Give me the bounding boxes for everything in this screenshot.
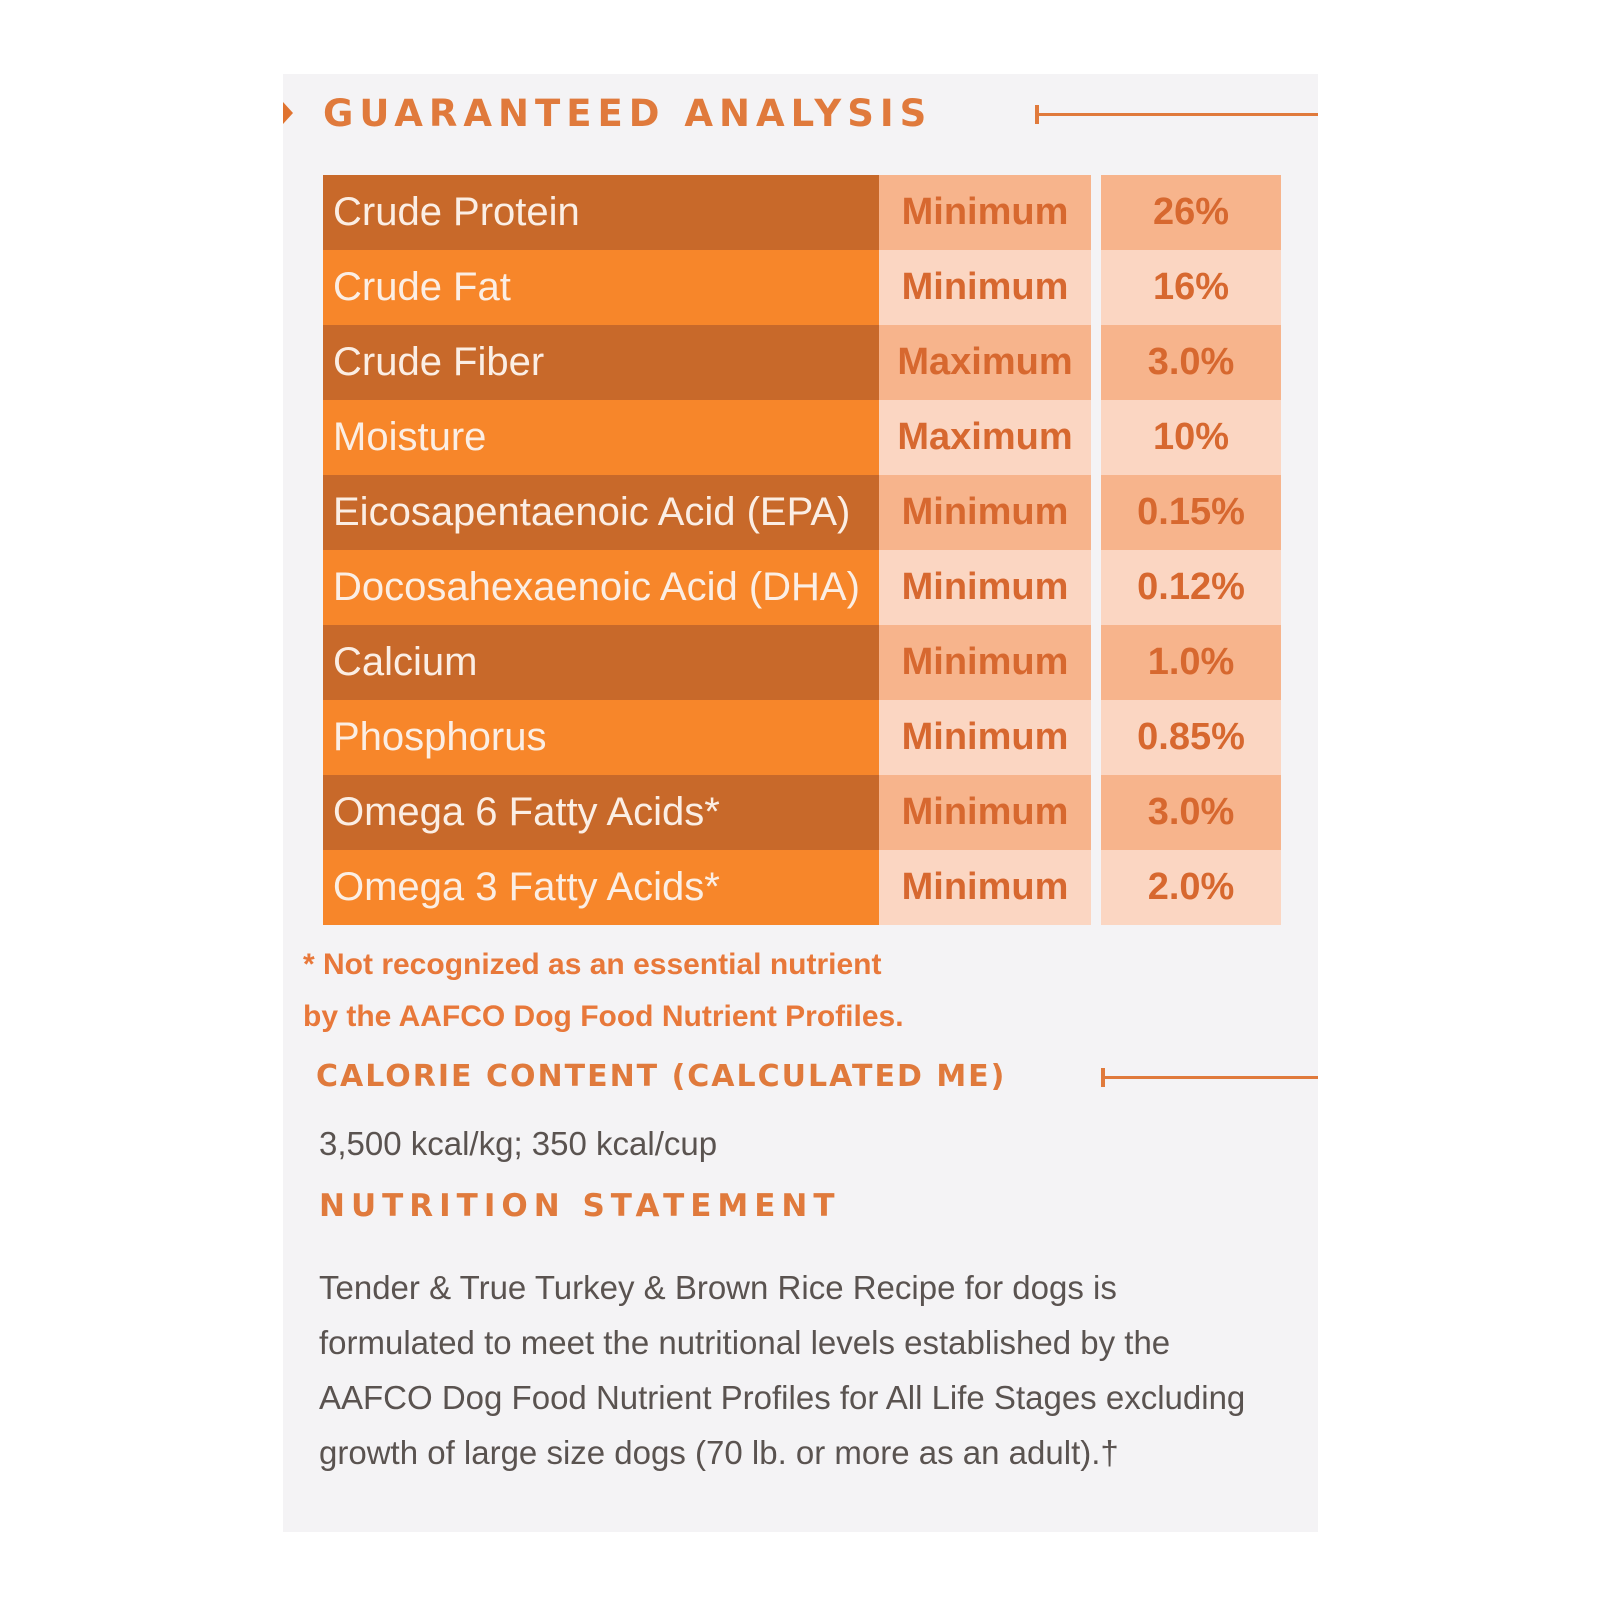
nutrition-statement-heading: NUTRITION STATEMENT xyxy=(319,1188,841,1224)
column-divider xyxy=(1091,700,1101,775)
nutrient-basis: Minimum xyxy=(879,700,1091,775)
table-row: Phosphorus Minimum 0.85% xyxy=(323,700,1281,775)
nutrient-basis: Minimum xyxy=(879,475,1091,550)
nutrient-basis: Minimum xyxy=(879,550,1091,625)
column-divider xyxy=(1091,475,1101,550)
calorie-content-value: 3,500 kcal/kg; 350 kcal/cup xyxy=(319,1125,718,1162)
heading-rule xyxy=(1101,1068,1318,1087)
table-row: Omega 3 Fatty Acids* Minimum 2.0% xyxy=(323,850,1281,925)
column-divider xyxy=(1091,775,1101,850)
table-row: Crude Fat Minimum 16% xyxy=(323,250,1281,325)
table-row: Calcium Minimum 1.0% xyxy=(323,625,1281,700)
nutrient-name: Phosphorus xyxy=(323,700,879,775)
arrow-marker-icon xyxy=(283,102,293,124)
table-row: Crude Protein Minimum 26% xyxy=(323,175,1281,250)
table-row: Docosahexaenoic Acid (DHA) Minimum 0.12% xyxy=(323,550,1281,625)
nutrient-basis: Maximum xyxy=(879,325,1091,400)
nutrient-value: 3.0% xyxy=(1101,325,1281,400)
nutrient-name: Docosahexaenoic Acid (DHA) xyxy=(323,550,879,625)
column-divider xyxy=(1091,400,1101,475)
column-divider xyxy=(1091,850,1101,925)
column-divider xyxy=(1091,325,1101,400)
column-divider xyxy=(1091,550,1101,625)
table-row: Crude Fiber Maximum 3.0% xyxy=(323,325,1281,400)
nutrient-name: Crude Protein xyxy=(323,175,879,250)
nutrient-basis: Minimum xyxy=(879,625,1091,700)
nutrition-statement-text: Tender & True Turkey & Brown Rice Recipe… xyxy=(319,1269,1246,1471)
nutrient-basis: Minimum xyxy=(879,250,1091,325)
calorie-content-heading: CALORIE CONTENT (CALCULATED ME) xyxy=(316,1059,1007,1094)
nutrient-basis: Maximum xyxy=(879,400,1091,475)
label-panel: GUARANTEED ANALYSIS Crude Protein Minimum… xyxy=(283,74,1318,1532)
nutrient-name: Crude Fat xyxy=(323,250,879,325)
nutrient-name: Omega 3 Fatty Acids* xyxy=(323,850,879,925)
table-row: Omega 6 Fatty Acids* Minimum 3.0% xyxy=(323,775,1281,850)
nutrient-name: Moisture xyxy=(323,400,879,475)
nutrient-basis: Minimum xyxy=(879,775,1091,850)
table-row: Eicosapentaenoic Acid (EPA) Minimum 0.15% xyxy=(323,475,1281,550)
nutrient-name: Omega 6 Fatty Acids* xyxy=(323,775,879,850)
guaranteed-analysis-table: Crude Protein Minimum 26% Crude Fat Minimum 1… xyxy=(323,175,1281,925)
nutrient-value: 2.0% xyxy=(1101,850,1281,925)
nutrient-name: Crude Fiber xyxy=(323,325,879,400)
nutrient-name: Calcium xyxy=(323,625,879,700)
column-divider xyxy=(1091,250,1101,325)
nutrient-name: Eicosapentaenoic Acid (EPA) xyxy=(323,475,879,550)
nutrient-value: 0.12% xyxy=(1101,550,1281,625)
nutrient-value: 16% xyxy=(1101,250,1281,325)
column-divider xyxy=(1091,175,1101,250)
nutrient-basis: Minimum xyxy=(879,850,1091,925)
guaranteed-analysis-heading: GUARANTEED ANALYSIS xyxy=(323,92,933,135)
nutrient-value: 26% xyxy=(1101,175,1281,250)
nutrient-value: 0.15% xyxy=(1101,475,1281,550)
nutrient-value: 1.0% xyxy=(1101,625,1281,700)
nutrient-value: 0.85% xyxy=(1101,700,1281,775)
nutrient-basis: Minimum xyxy=(879,175,1091,250)
nutrient-value: 10% xyxy=(1101,400,1281,475)
footnote: * Not recognized as an essential nutrien… xyxy=(303,948,904,1033)
table-row: Moisture Maximum 10% xyxy=(323,400,1281,475)
heading-rule xyxy=(1035,105,1318,124)
nutrient-value: 3.0% xyxy=(1101,775,1281,850)
column-divider xyxy=(1091,625,1101,700)
